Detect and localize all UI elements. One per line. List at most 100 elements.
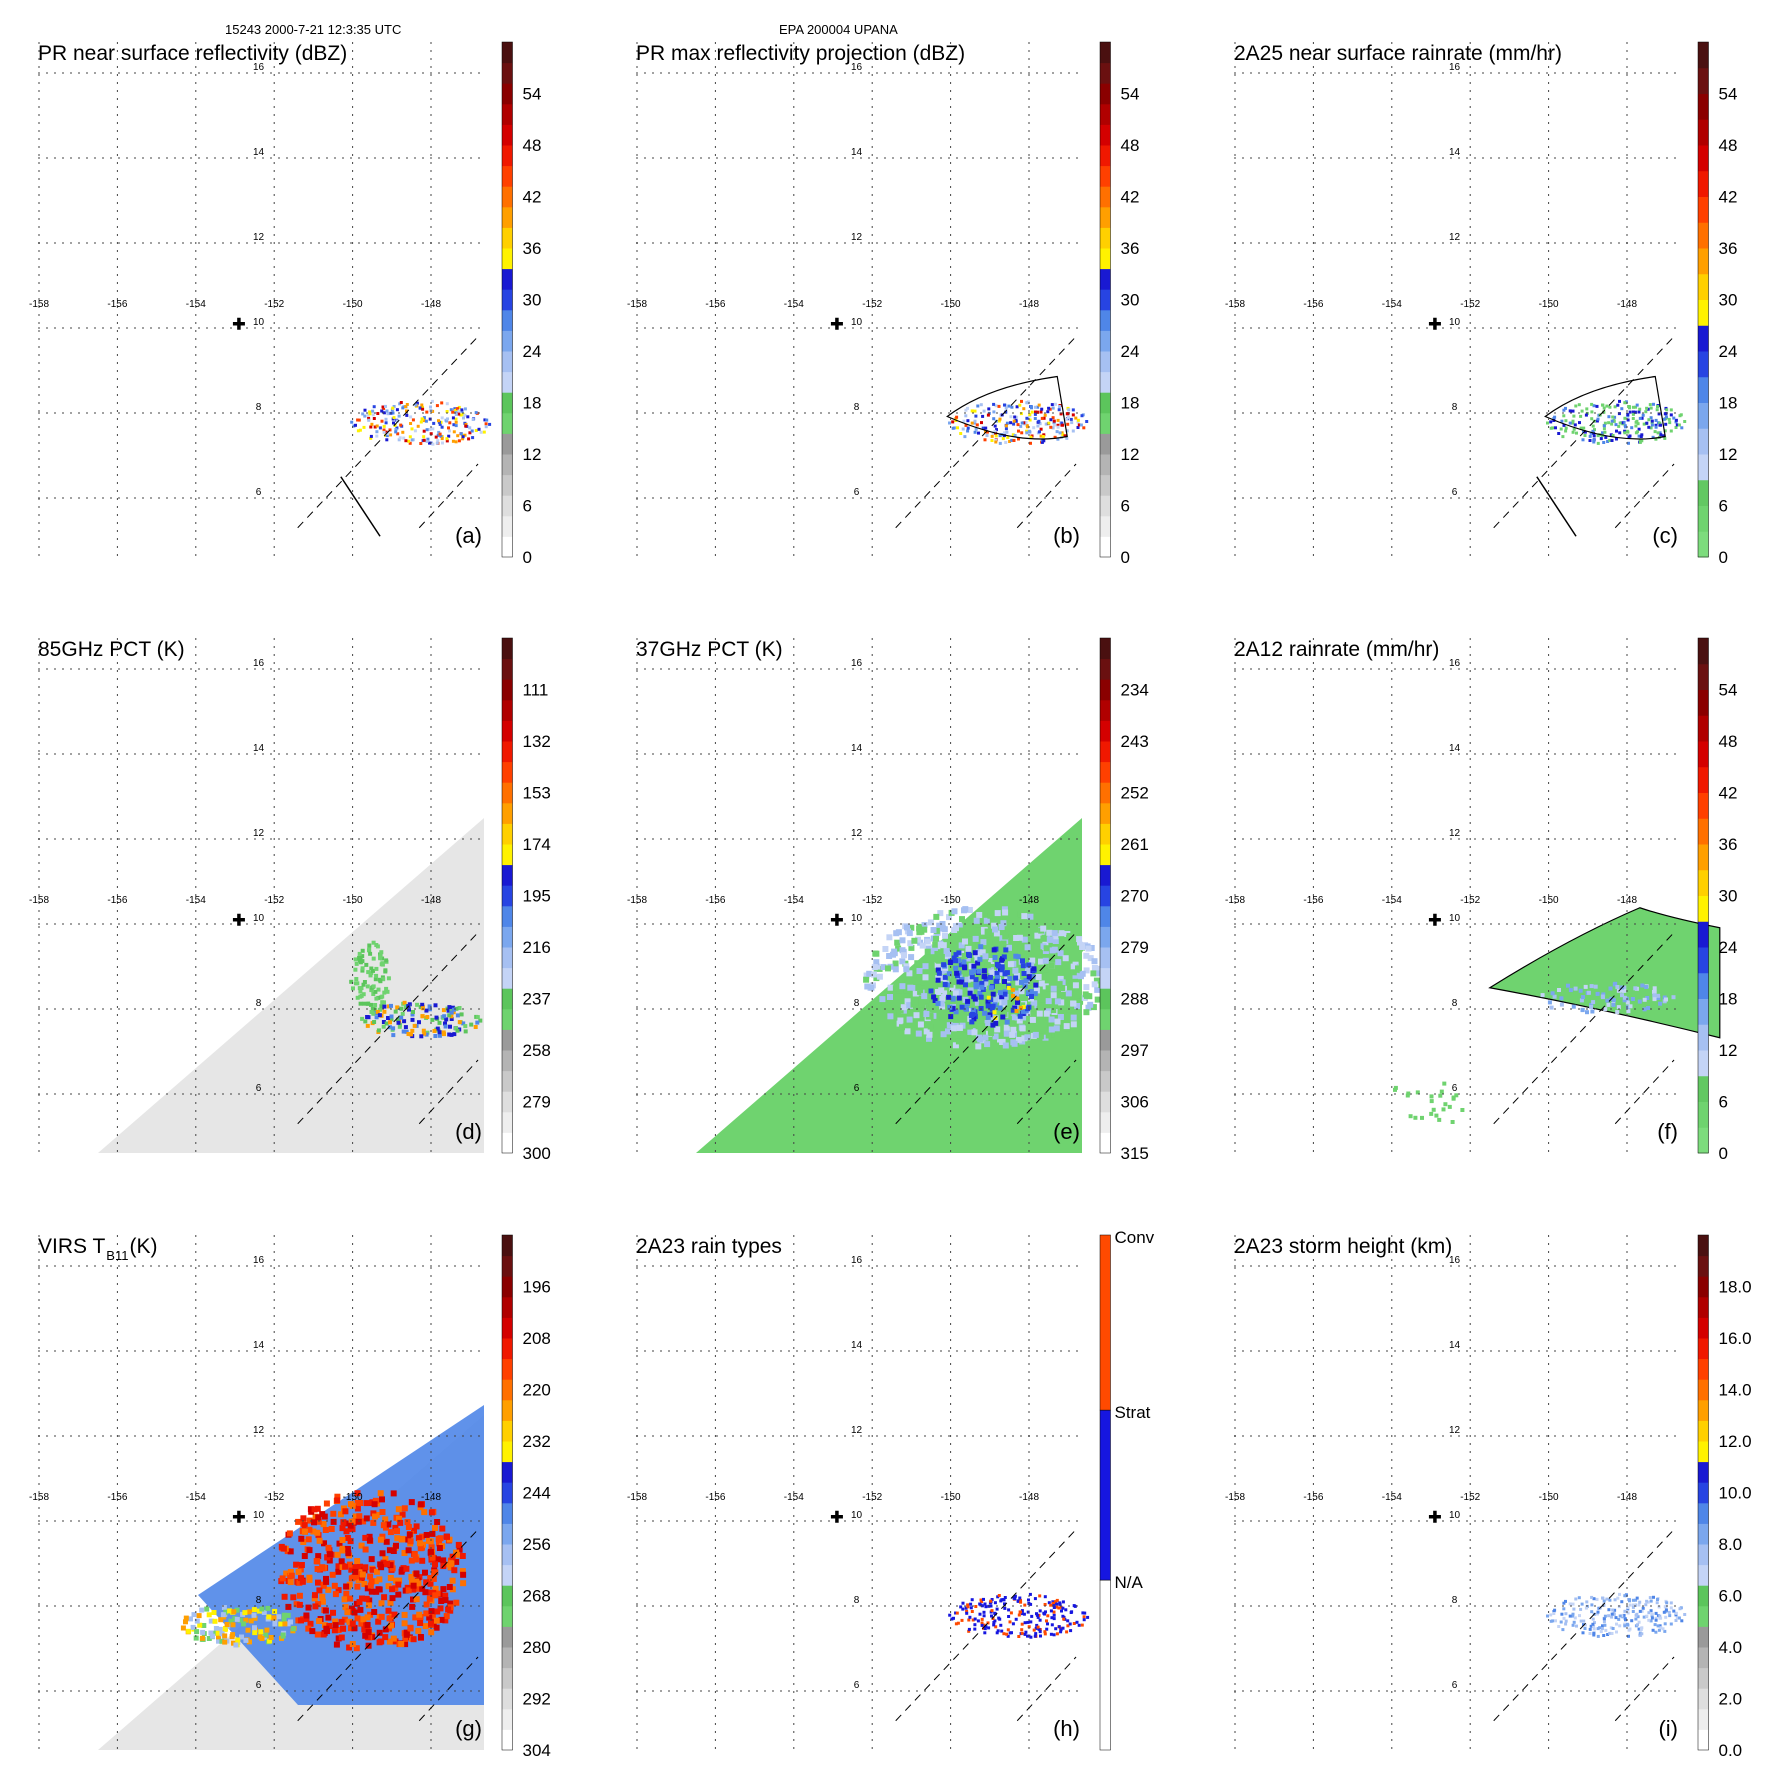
data-pixel bbox=[969, 974, 975, 980]
data-pixel bbox=[951, 420, 955, 424]
data-pixel bbox=[998, 990, 1003, 996]
colorbar-segment bbox=[1698, 715, 1709, 742]
data-pixel bbox=[989, 970, 996, 976]
data-pixel bbox=[296, 1592, 303, 1599]
data-pixel bbox=[1624, 1593, 1628, 1597]
data-pixel bbox=[1022, 1612, 1026, 1616]
data-pixel bbox=[985, 925, 991, 932]
colorbar-segment bbox=[1698, 196, 1709, 223]
data-pixel bbox=[404, 1519, 411, 1526]
data-pixel bbox=[1573, 986, 1578, 991]
data-pixel bbox=[1655, 1601, 1659, 1605]
data-pixel bbox=[1046, 929, 1053, 936]
data-pixel bbox=[448, 421, 452, 425]
data-pixel bbox=[1617, 412, 1621, 416]
colorbar-segment bbox=[1698, 895, 1709, 922]
data-pixel bbox=[422, 435, 426, 439]
data-pixel bbox=[422, 1589, 429, 1596]
data-pixel bbox=[1586, 990, 1591, 995]
data-pixel bbox=[903, 987, 910, 994]
data-pixel bbox=[375, 1009, 380, 1014]
data-pixel bbox=[1045, 1619, 1048, 1623]
colorbar-tick-label: 6 bbox=[523, 497, 532, 516]
swath-edge-line bbox=[1016, 1656, 1077, 1722]
lon-tick-label: -154 bbox=[784, 299, 804, 310]
data-pixel bbox=[983, 438, 987, 442]
lon-tick-label: -148 bbox=[1617, 1492, 1637, 1503]
data-pixel bbox=[224, 1622, 230, 1627]
data-pixel bbox=[1062, 1615, 1066, 1619]
data-pixel bbox=[1645, 996, 1650, 1000]
data-pixel bbox=[446, 1584, 453, 1590]
data-pixel bbox=[1626, 413, 1630, 417]
data-pixel bbox=[971, 963, 977, 969]
data-pixel bbox=[223, 1609, 229, 1615]
data-pixel bbox=[1645, 1614, 1649, 1618]
data-pixel bbox=[440, 401, 444, 405]
cross-section-line bbox=[1536, 476, 1577, 537]
data-pixel bbox=[1613, 1598, 1617, 1602]
data-pixel bbox=[290, 1594, 297, 1601]
colorbar-segment bbox=[502, 309, 513, 331]
data-pixel bbox=[1057, 975, 1064, 982]
data-pixel bbox=[352, 1564, 359, 1571]
data-pixel bbox=[412, 1556, 419, 1563]
data-pixel bbox=[216, 1638, 221, 1644]
data-pixel bbox=[451, 439, 455, 443]
colorbar-segment bbox=[1698, 222, 1709, 249]
lat-tick-label: 8 bbox=[1452, 402, 1458, 413]
colorbar-segment bbox=[1100, 454, 1111, 476]
lon-tick-label: -158 bbox=[627, 1492, 647, 1503]
data-pixel bbox=[410, 427, 414, 431]
colorbar-segment bbox=[502, 515, 513, 537]
lat-tick-label: 10 bbox=[1449, 1510, 1461, 1521]
data-pixel bbox=[391, 406, 395, 410]
data-pixel bbox=[376, 1028, 381, 1033]
data-pixel bbox=[1047, 406, 1051, 410]
data-pixel bbox=[1665, 1601, 1669, 1605]
data-pixel bbox=[1623, 431, 1627, 435]
data-pixel bbox=[435, 1026, 440, 1031]
data-pixel bbox=[1066, 422, 1070, 426]
data-pixel bbox=[357, 418, 361, 422]
data-pixel bbox=[1024, 944, 1031, 951]
data-pixel bbox=[300, 1515, 307, 1522]
colorbar-segment bbox=[502, 823, 513, 845]
data-pixel bbox=[971, 1618, 975, 1622]
data-pixel bbox=[414, 403, 418, 407]
data-pixel bbox=[1571, 409, 1575, 413]
data-pixel bbox=[1595, 419, 1599, 423]
data-pixel bbox=[1610, 422, 1614, 426]
data-pixel bbox=[930, 927, 937, 933]
data-pixel bbox=[935, 989, 941, 995]
panel-title: 2A23 storm height (km) bbox=[1234, 1235, 1452, 1258]
data-pixel bbox=[397, 1024, 402, 1029]
colorbar-tick-label: 24 bbox=[1719, 938, 1738, 957]
data-pixel bbox=[1030, 410, 1034, 414]
data-pixel bbox=[992, 410, 996, 414]
data-pixel bbox=[1009, 415, 1013, 419]
data-pixel bbox=[1013, 1594, 1017, 1598]
data-pixel bbox=[1604, 1628, 1608, 1632]
data-pixel bbox=[354, 961, 359, 966]
data-pixel bbox=[335, 1587, 342, 1594]
data-pixel bbox=[1019, 412, 1023, 416]
data-pixel bbox=[1571, 1602, 1575, 1606]
colorbar-segment bbox=[1698, 299, 1709, 326]
data-pixel bbox=[998, 924, 1005, 930]
data-pixel bbox=[1627, 1628, 1631, 1632]
colorbar-segment bbox=[502, 782, 513, 804]
data-pixel bbox=[908, 924, 915, 931]
data-pixel bbox=[1040, 925, 1047, 932]
colorbar-segment bbox=[502, 206, 513, 228]
data-pixel bbox=[467, 437, 471, 441]
data-pixel bbox=[382, 1000, 386, 1005]
data-pixel bbox=[1405, 1093, 1410, 1098]
data-pixel bbox=[1613, 405, 1617, 409]
data-pixel bbox=[382, 1009, 387, 1014]
colorbar-tick-label: 6.0 bbox=[1719, 1587, 1743, 1606]
data-pixel bbox=[410, 1017, 415, 1022]
panel-title: 37GHz PCT (K) bbox=[636, 638, 783, 661]
data-pixel bbox=[1616, 1596, 1620, 1600]
